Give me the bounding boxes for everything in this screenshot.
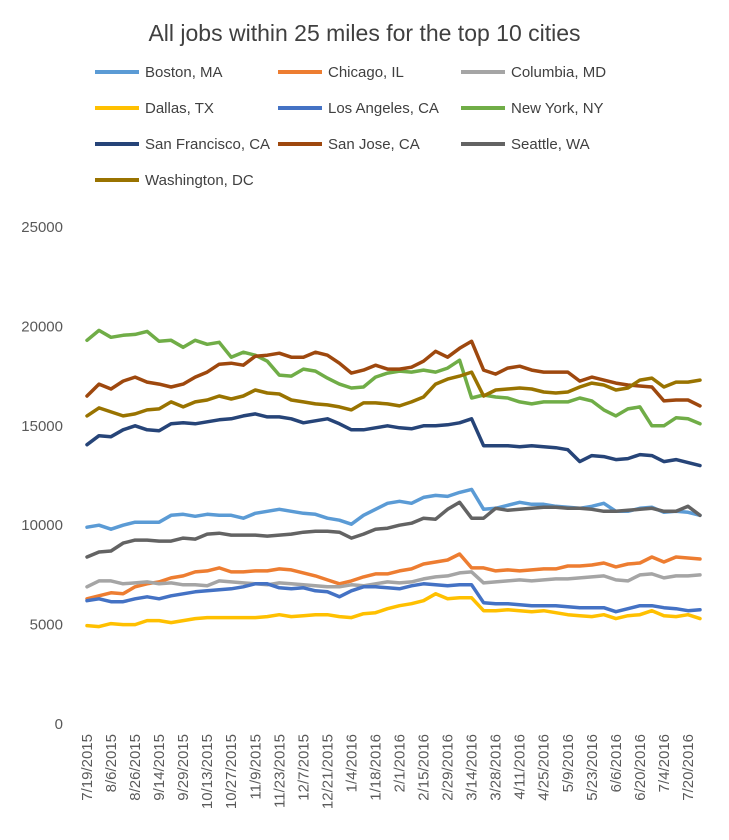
x-tick-label: 1/4/2016 (343, 734, 360, 792)
legend-label: Seattle, WA (511, 135, 590, 153)
y-tick-label: 0 (55, 716, 63, 733)
x-tick-label: 8/26/2015 (127, 734, 144, 801)
y-tick-label: 10000 (21, 517, 63, 534)
x-tick-label: 12/21/2015 (319, 734, 336, 809)
x-tick-label: 10/27/2015 (223, 734, 240, 809)
legend-item: Dallas, TX (95, 98, 214, 118)
series-line (85, 582, 702, 614)
legend-swatch (95, 106, 139, 110)
series-line (85, 412, 702, 468)
x-axis: 7/19/2015 8/6/2015 8/26/2015 9/14/2015 9/29/… (79, 734, 697, 809)
x-tick-label: 11/9/2015 (247, 734, 264, 800)
legend-item: New York, NY (461, 98, 604, 118)
legend-label: San Francisco, CA (145, 135, 271, 153)
series-line (85, 339, 702, 408)
x-tick-label: 5/9/2016 (560, 734, 577, 792)
legend-swatch (278, 70, 322, 74)
x-tick-label: 3/14/2016 (464, 734, 481, 801)
legend-item: Seattle, WA (461, 134, 590, 154)
x-tick-label: 7/20/2016 (680, 734, 697, 801)
chart-title: All jobs within 25 miles for the top 10 … (148, 20, 581, 46)
x-tick-label: 11/23/2015 (271, 734, 288, 808)
x-tick-label: 2/15/2016 (416, 734, 433, 801)
legend-label: Washington, DC (145, 171, 254, 189)
legend-label: Dallas, TX (145, 99, 214, 117)
x-tick-label: 3/28/2016 (488, 734, 505, 801)
legend-item: Los Angeles, CA (278, 98, 439, 118)
legend-item: San Francisco, CA (95, 134, 270, 154)
legend-item: Boston, MA (95, 62, 223, 82)
series-line (85, 552, 702, 601)
series-line (85, 487, 702, 531)
y-tick-label: 5000 (30, 617, 63, 634)
y-tick-label: 15000 (21, 418, 63, 435)
x-tick-label: 6/20/2016 (632, 734, 649, 801)
x-tick-label: 7/19/2015 (79, 734, 96, 801)
x-tick-label: 6/6/2016 (608, 734, 625, 792)
legend-label: Columbia, MD (511, 63, 607, 81)
x-tick-label: 10/13/2015 (199, 734, 216, 809)
legend-swatch (95, 70, 139, 74)
legend-item: Chicago, IL (278, 62, 404, 82)
series-line (85, 570, 702, 589)
legend-item: San Jose, CA (278, 134, 420, 154)
legend-item: Columbia, MD (461, 62, 606, 82)
series-lines (85, 328, 702, 629)
series-line (85, 328, 702, 428)
x-tick-label: 9/14/2015 (151, 734, 168, 801)
x-tick-label: 4/11/2016 (512, 734, 529, 800)
x-tick-label: 12/7/2015 (295, 734, 312, 801)
legend-label: Chicago, IL (328, 63, 404, 81)
y-tick-label: 20000 (21, 318, 63, 335)
x-tick-label: 2/29/2016 (440, 734, 457, 801)
legend-label: Boston, MA (145, 63, 223, 81)
x-tick-label: 1/18/2016 (367, 734, 384, 801)
x-tick-label: 7/4/2016 (656, 734, 673, 792)
series-line (85, 500, 702, 559)
y-tick-label: 25000 (21, 219, 63, 236)
legend-label: Los Angeles, CA (328, 99, 439, 117)
legend-swatch (278, 106, 322, 110)
x-tick-label: 9/29/2015 (175, 734, 192, 801)
legend-swatch (95, 178, 139, 182)
legend-swatch (461, 106, 505, 110)
legend-swatch (461, 70, 505, 74)
legend-item: Washington, DC (95, 170, 254, 190)
series-line (85, 592, 702, 629)
y-axis: 0 5000 10000 15000 20000 25000 (21, 219, 63, 733)
x-tick-label: 8/6/2015 (103, 734, 120, 792)
series-line (85, 370, 702, 418)
x-tick-label: 2/1/2016 (392, 734, 409, 792)
legend-label: New York, NY (511, 99, 604, 117)
legend-label: San Jose, CA (328, 135, 420, 153)
legend-swatch (278, 142, 322, 146)
x-tick-label: 5/23/2016 (584, 734, 601, 801)
legend-swatch (95, 142, 139, 146)
legend-swatch (461, 142, 505, 146)
x-tick-label: 4/25/2016 (536, 734, 553, 801)
